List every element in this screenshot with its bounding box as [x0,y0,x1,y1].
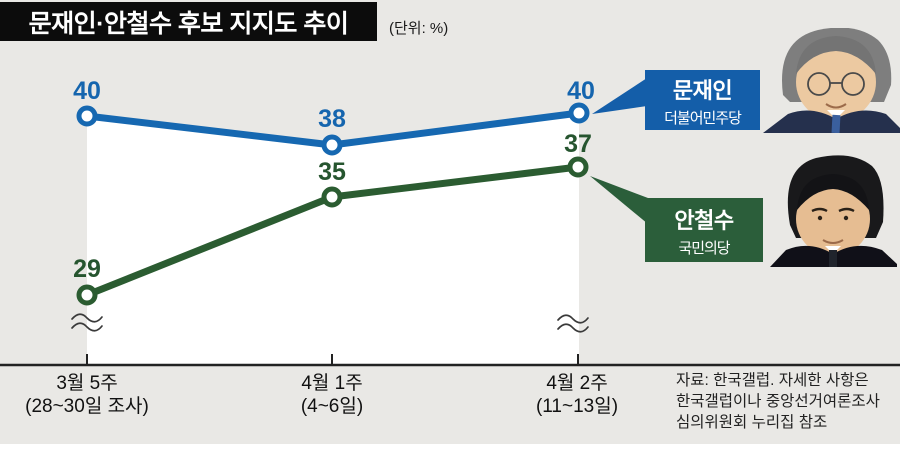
legend-ahn: 안철수 국민의당 [645,198,763,262]
legend-ahn-name: 안철수 [674,207,734,233]
source-line: 심의위원회 누리집 참조 [676,414,828,431]
ahn-photo [770,155,897,267]
data-point-marker [76,105,98,127]
x-label-week3: 4월 2주 (11~13일) [536,372,618,418]
chart-title-text: 문재인·안철수 후보 지지도 추이 [28,9,349,38]
data-point-marker [321,134,343,156]
x-label-week: 3월 5주 [56,373,118,394]
moon-data-points [76,102,590,156]
data-point-marker [568,102,590,124]
ahn-data-points [76,156,589,306]
x-label-week2: 4월 1주 (4~6일) [301,372,363,418]
legend-moon-party: 더불어민주당 [664,109,742,127]
unit-note: (단위: %) [389,20,449,37]
ahn-callout-tail [590,176,648,224]
plot-band [87,113,579,365]
data-point-marker [76,284,98,306]
x-label-dates: (28~30일 조사) [25,396,149,417]
legend-moon: 문재인 더불어민주당 [645,70,760,130]
legend-moon-name: 문재인 [672,77,733,103]
data-point-marker [321,186,343,208]
legend-ahn-party: 국민의당 [678,239,730,257]
x-label-week1: 3월 5주 (28~30일 조사) [25,372,149,418]
ahn-value-3: 37 [564,130,592,158]
x-label-dates: (4~6일) [300,396,364,417]
source-line: 자료: 한국갤럽. 자세한 사항은 [676,372,869,389]
axis-break-icon [71,313,103,332]
data-point-marker [567,156,589,178]
chart-title: 문재인·안철수 후보 지지도 추이 [0,2,377,41]
x-label-week: 4월 2주 [546,373,608,394]
x-label-week: 4월 1주 [301,373,363,394]
axis-break-icon [557,314,589,333]
moon-callout-tail [592,78,647,114]
moon-value-1: 40 [73,77,101,105]
ahn-value-2: 35 [318,158,346,186]
moon-value-2: 38 [318,105,346,133]
x-label-dates: (11~13일) [535,396,619,417]
moon-value-3: 40 [567,77,595,105]
moon-photo [763,28,900,133]
ahn-value-1: 29 [73,255,101,283]
source-line: 한국갤럽이나 중앙선거여론조사 [676,393,880,410]
source-note: 자료: 한국갤럽. 자세한 사항은 한국갤럽이나 중앙선거여론조사 심의위원회 … [676,370,880,433]
